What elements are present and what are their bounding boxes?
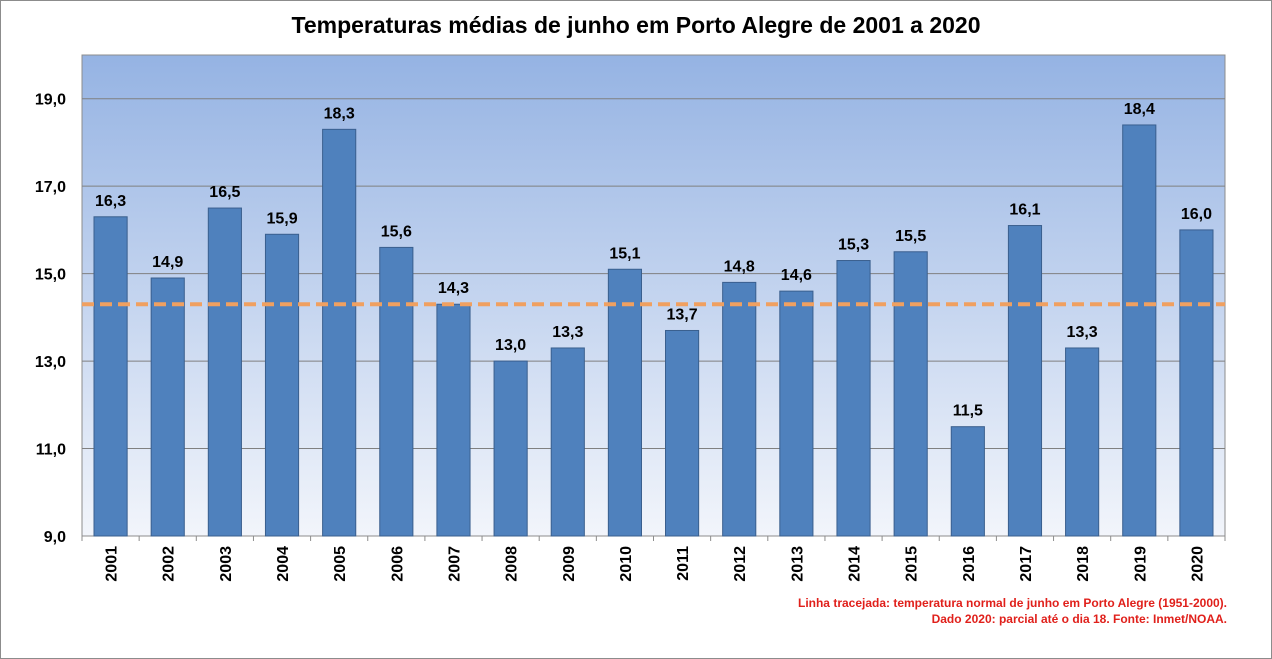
data-label: 15,3 <box>838 237 869 254</box>
bar <box>607 268 642 537</box>
x-tick-label: 2004 <box>275 546 292 582</box>
bar <box>264 233 300 537</box>
y-tick-label: 15,0 <box>35 267 66 284</box>
x-tick-label: 2012 <box>732 546 749 582</box>
y-tick-label: 9,0 <box>44 529 66 546</box>
x-tick-label: 2010 <box>618 546 635 582</box>
data-label: 16,3 <box>95 193 126 210</box>
data-label: 15,6 <box>381 223 412 240</box>
bar <box>779 290 814 537</box>
data-label: 15,5 <box>895 228 926 245</box>
x-tick-label: 2020 <box>1189 546 1206 582</box>
x-tick-label: 2018 <box>1075 546 1092 582</box>
bar <box>722 281 757 537</box>
data-label: 11,5 <box>953 403 983 420</box>
data-label: 16,0 <box>1181 206 1212 223</box>
chart-note-source: Dado 2020: parcial até o dia 18. Fonte: … <box>931 612 1227 626</box>
bar <box>1179 229 1214 537</box>
bar <box>950 426 985 537</box>
bar <box>493 360 528 537</box>
bar <box>836 260 871 537</box>
x-tick-label: 2014 <box>847 546 864 582</box>
x-tick-label: 2009 <box>561 546 578 582</box>
bar <box>665 329 700 537</box>
data-label: 15,1 <box>609 245 640 262</box>
data-label: 14,6 <box>781 267 812 284</box>
data-label: 16,5 <box>209 184 240 201</box>
x-tick-label: 2005 <box>332 546 349 582</box>
bar <box>93 216 128 537</box>
x-tick-label: 2015 <box>904 546 921 582</box>
y-tick-label: 11,0 <box>36 442 66 459</box>
x-tick-label: 2007 <box>446 546 463 582</box>
y-tick-label: 17,0 <box>35 179 66 196</box>
bar <box>436 303 471 537</box>
data-label: 18,3 <box>324 105 355 122</box>
x-tick-label: 2013 <box>789 546 806 582</box>
y-tick-label: 13,0 <box>35 354 66 371</box>
bar <box>1122 124 1157 537</box>
data-label: 14,8 <box>724 258 755 275</box>
data-label: 13,3 <box>1067 324 1098 341</box>
y-tick-label: 19,0 <box>35 92 66 109</box>
x-tick-label: 2002 <box>161 546 178 582</box>
x-tick-label: 2019 <box>1132 546 1149 582</box>
x-tick-label: 2003 <box>218 546 235 582</box>
data-label: 13,7 <box>667 306 698 323</box>
chart-note-dashed-line: Linha tracejada: temperatura normal de j… <box>797 596 1227 610</box>
data-label: 13,3 <box>552 324 583 341</box>
x-tick-label: 2001 <box>104 546 121 582</box>
bar <box>150 277 185 537</box>
bar <box>207 207 242 537</box>
plot-area <box>81 54 1226 537</box>
chart-title: Temperaturas médias de junho em Porto Al… <box>291 12 981 38</box>
data-label: 15,9 <box>266 210 297 227</box>
data-label: 14,9 <box>152 254 183 271</box>
x-tick-label: 2017 <box>1018 546 1035 582</box>
bar <box>1065 347 1100 537</box>
bar <box>1007 225 1043 537</box>
bar <box>550 347 585 537</box>
bar <box>893 251 928 537</box>
data-label: 16,1 <box>1009 202 1040 219</box>
data-label: 14,3 <box>438 280 469 297</box>
bar <box>322 128 357 537</box>
data-label: 18,4 <box>1124 101 1155 118</box>
bar <box>379 246 414 537</box>
x-tick-label: 2016 <box>961 546 978 582</box>
x-tick-label: 2006 <box>389 546 406 582</box>
x-tick-label: 2011 <box>675 546 692 581</box>
data-label: 13,0 <box>495 337 526 354</box>
x-tick-label: 2008 <box>504 546 521 582</box>
